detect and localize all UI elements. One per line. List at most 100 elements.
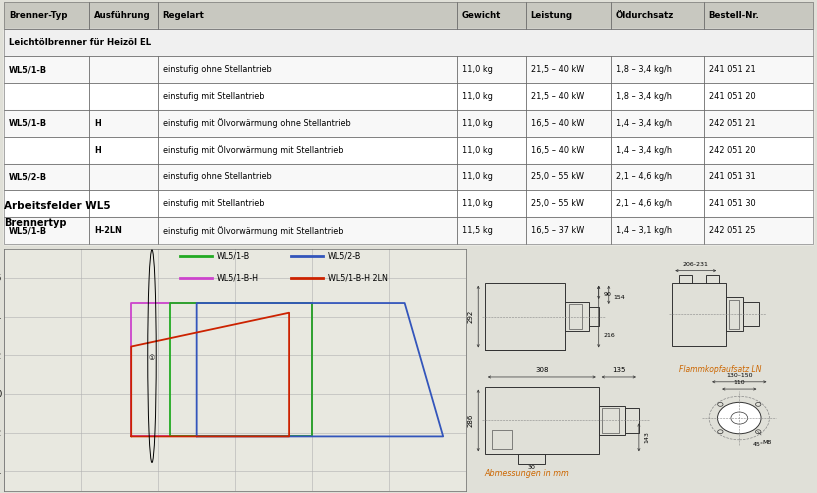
- Bar: [526, 56, 610, 83]
- Bar: [610, 110, 703, 137]
- Bar: [703, 56, 813, 83]
- Bar: [526, 110, 610, 137]
- Bar: [589, 307, 599, 326]
- Bar: [703, 137, 813, 164]
- Bar: [457, 217, 526, 244]
- Bar: [4, 110, 89, 137]
- Bar: [4, 190, 89, 217]
- Bar: [457, 2, 526, 29]
- Bar: [703, 110, 813, 137]
- Bar: [610, 83, 703, 110]
- Bar: [519, 454, 545, 464]
- Bar: [526, 56, 610, 83]
- Bar: [158, 137, 457, 164]
- Text: 143: 143: [644, 431, 649, 443]
- Bar: [89, 137, 158, 164]
- Bar: [89, 164, 158, 190]
- Bar: [158, 164, 457, 190]
- Bar: [526, 83, 610, 110]
- Bar: [526, 83, 610, 110]
- Bar: [703, 190, 813, 217]
- Bar: [526, 190, 610, 217]
- Text: 135: 135: [612, 367, 626, 373]
- Text: 110: 110: [734, 381, 745, 386]
- Text: 241 051 30: 241 051 30: [708, 199, 755, 209]
- Text: einstufig ohne Stellantrieb: einstufig ohne Stellantrieb: [163, 65, 271, 74]
- Bar: [89, 190, 158, 217]
- Text: 16,5 – 40 kW: 16,5 – 40 kW: [530, 119, 584, 128]
- Text: M8: M8: [763, 440, 772, 445]
- Bar: [703, 217, 813, 244]
- Text: 1,4 – 3,4 kg/h: 1,4 – 3,4 kg/h: [615, 119, 672, 128]
- Text: WL5/1-B: WL5/1-B: [9, 119, 47, 128]
- Bar: [158, 190, 457, 217]
- Bar: [89, 137, 158, 164]
- Bar: [4, 56, 89, 83]
- Text: 11,0 kg: 11,0 kg: [462, 119, 493, 128]
- Bar: [457, 137, 526, 164]
- Text: WL5/2-B: WL5/2-B: [9, 173, 47, 181]
- Bar: [4, 164, 89, 190]
- Bar: [569, 305, 582, 329]
- Text: 1,8 – 3,4 kg/h: 1,8 – 3,4 kg/h: [615, 92, 672, 101]
- Bar: [526, 164, 610, 190]
- Text: 154: 154: [614, 295, 626, 300]
- Bar: [4, 83, 89, 110]
- Bar: [158, 56, 457, 83]
- Bar: [158, 2, 457, 29]
- Bar: [457, 137, 526, 164]
- Bar: [610, 217, 703, 244]
- Bar: [703, 164, 813, 190]
- Bar: [158, 83, 457, 110]
- Bar: [526, 110, 610, 137]
- Text: Öldurchsatz: Öldurchsatz: [615, 11, 674, 20]
- Bar: [610, 164, 703, 190]
- Text: ①: ①: [149, 355, 155, 361]
- Bar: [610, 137, 703, 164]
- Bar: [610, 110, 703, 137]
- Bar: [158, 56, 457, 83]
- Bar: [457, 190, 526, 217]
- Bar: [602, 408, 618, 432]
- Bar: [526, 164, 610, 190]
- Bar: [610, 217, 703, 244]
- Text: Abmessungen in mm: Abmessungen in mm: [485, 469, 569, 478]
- Text: Leistung: Leistung: [530, 11, 573, 20]
- Bar: [457, 83, 526, 110]
- Bar: [526, 217, 610, 244]
- Text: 241 051 21: 241 051 21: [708, 65, 756, 74]
- Text: WL5/1-B: WL5/1-B: [9, 226, 47, 235]
- Text: WL5/1-B-H 2LN: WL5/1-B-H 2LN: [328, 274, 387, 282]
- Bar: [703, 217, 813, 244]
- Bar: [158, 217, 457, 244]
- Bar: [4, 83, 89, 110]
- Bar: [610, 2, 703, 29]
- Text: 16,5 – 40 kW: 16,5 – 40 kW: [530, 145, 584, 155]
- Bar: [457, 164, 526, 190]
- Bar: [4, 217, 89, 244]
- Bar: [703, 83, 813, 110]
- Text: 25,0 – 55 kW: 25,0 – 55 kW: [530, 173, 583, 181]
- Bar: [457, 83, 526, 110]
- Text: 45°: 45°: [752, 442, 764, 447]
- Text: 216: 216: [604, 333, 615, 338]
- Bar: [4, 190, 89, 217]
- Bar: [457, 110, 526, 137]
- Text: 286: 286: [467, 414, 473, 427]
- Bar: [158, 2, 457, 29]
- Text: einstufig mit Ölvorwärmung ohne Stellantrieb: einstufig mit Ölvorwärmung ohne Stellant…: [163, 118, 350, 128]
- Bar: [89, 2, 158, 29]
- Text: Leichtölbrenner für Heizöl EL: Leichtölbrenner für Heizöl EL: [9, 38, 151, 47]
- Bar: [4, 164, 89, 190]
- Text: Regelart: Regelart: [163, 11, 204, 20]
- Text: 130–150: 130–150: [726, 373, 752, 378]
- Text: WL5/1-B: WL5/1-B: [9, 65, 47, 74]
- Text: 30: 30: [528, 465, 536, 470]
- Bar: [703, 190, 813, 217]
- Bar: [89, 83, 158, 110]
- Bar: [457, 56, 526, 83]
- Text: 21,5 – 40 kW: 21,5 – 40 kW: [530, 92, 584, 101]
- Text: 1,4 – 3,4 kg/h: 1,4 – 3,4 kg/h: [615, 145, 672, 155]
- Bar: [610, 190, 703, 217]
- Text: 242 051 25: 242 051 25: [708, 226, 755, 235]
